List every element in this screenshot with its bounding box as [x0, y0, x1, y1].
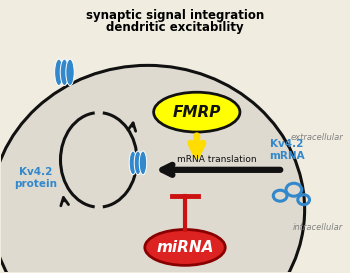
Text: mRNA translation: mRNA translation: [177, 155, 256, 164]
Text: FMRP: FMRP: [173, 105, 221, 120]
Text: Kv4.2
mRNA: Kv4.2 mRNA: [269, 139, 305, 161]
Text: dendritic excitability: dendritic excitability: [106, 20, 244, 34]
Text: intracellular: intracellular: [292, 223, 343, 232]
Ellipse shape: [66, 59, 74, 85]
Text: extracellular: extracellular: [291, 133, 344, 143]
Text: synaptic signal integration: synaptic signal integration: [86, 9, 264, 22]
Ellipse shape: [55, 59, 63, 85]
Text: Kv4.2
protein: Kv4.2 protein: [14, 167, 57, 189]
Ellipse shape: [129, 151, 137, 175]
Ellipse shape: [134, 151, 142, 175]
Text: miRNA: miRNA: [156, 240, 214, 255]
Ellipse shape: [0, 65, 304, 273]
Ellipse shape: [154, 92, 240, 132]
Ellipse shape: [145, 230, 225, 265]
Ellipse shape: [60, 59, 69, 85]
Ellipse shape: [139, 151, 147, 175]
